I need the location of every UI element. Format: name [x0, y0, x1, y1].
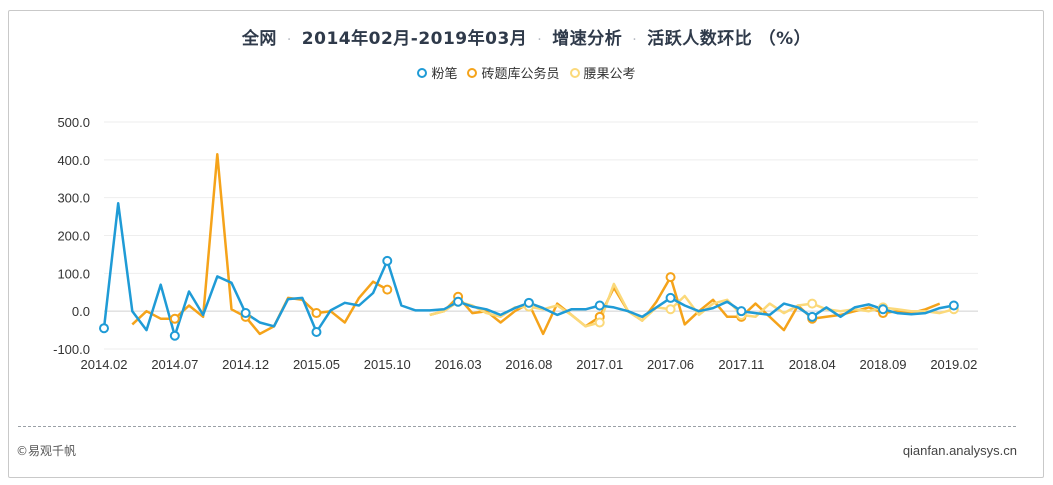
title-metric: 活跃人数环比 （%） [647, 29, 812, 49]
x-tick-label: 2017.11 [718, 357, 764, 372]
legend-item-fenbi[interactable]: 粉笔 [417, 63, 457, 82]
series-line-2 [429, 282, 955, 328]
legend-label-fenbi: 粉笔 [431, 67, 458, 82]
series-point-0 [523, 297, 534, 308]
chart-title: 全网 · 2014年02月-2019年03月 · 增速分析 · 活跃人数环比 （%） [0, 24, 1053, 49]
legend-swatch-yaoguo [569, 67, 580, 78]
title-date-range: 2014年02月-2019年03月 [301, 29, 528, 49]
x-tick-label: 2015.10 [364, 357, 411, 372]
x-tick-label: 2015.05 [293, 357, 340, 372]
series-point-0 [878, 304, 889, 315]
title-analysis: 增速分析 [552, 29, 623, 49]
title-separator: · [632, 32, 638, 48]
footer-brand: ©易观千帆 [16, 444, 77, 458]
x-tick-label: 2014.07 [151, 357, 198, 372]
legend-label-zhuantiku: 砖题库公务员 [481, 67, 560, 82]
title-separator: · [537, 32, 543, 48]
chart-card [8, 10, 1044, 478]
y-tick-label: 300.0 [57, 191, 90, 206]
series-point-0 [382, 255, 393, 266]
series-point-1 [311, 308, 322, 319]
y-tick-label: 100.0 [57, 266, 90, 281]
legend-label-yaoguo: 腰果公考 [583, 67, 636, 82]
footer-url: qianfan.analysys.cn [902, 443, 1017, 458]
legend-item-zhuantiku[interactable]: 砖题库公务员 [467, 63, 560, 82]
footer-divider [18, 426, 1016, 427]
series-point-0 [240, 308, 251, 319]
series-point-0 [453, 296, 464, 307]
chart-legend: 粉笔 砖题库公务员 腰果公考 [0, 63, 1053, 82]
series-point-2 [665, 304, 676, 315]
x-tick-label: 2014.02 [81, 357, 128, 372]
y-tick-label: 200.0 [57, 229, 90, 244]
x-tick-label: 2016.08 [505, 357, 552, 372]
x-tick-label: 2019.02 [930, 357, 977, 372]
y-tick-label: -100.0 [53, 342, 90, 357]
legend-swatch-zhuantiku [467, 67, 478, 78]
series-point-0 [665, 292, 676, 303]
series-point-0 [948, 300, 959, 311]
series-point-0 [99, 323, 109, 334]
series-point-0 [311, 326, 322, 337]
y-tick-label: 0.0 [72, 304, 90, 319]
series-point-0 [594, 300, 605, 311]
x-tick-label: 2016.03 [435, 357, 482, 372]
series-point-1 [665, 272, 676, 283]
series-point-1 [169, 313, 180, 324]
series-point-2 [807, 298, 818, 309]
x-tick-label: 2017.06 [647, 357, 694, 372]
x-tick-label: 2017.01 [576, 357, 623, 372]
series-point-0 [169, 330, 180, 341]
title-separator: · [286, 32, 292, 48]
legend-item-yaoguo[interactable]: 腰果公考 [569, 63, 636, 82]
x-tick-label: 2018.09 [860, 357, 907, 372]
x-tick-label: 2014.12 [222, 357, 269, 372]
legend-swatch-fenbi [417, 67, 428, 78]
series-point-2 [594, 317, 605, 328]
series-point-1 [382, 284, 393, 295]
y-tick-label: 400.0 [57, 153, 90, 168]
series-point-0 [807, 311, 818, 322]
series-point-0 [736, 306, 747, 317]
x-tick-label: 2018.04 [789, 357, 836, 372]
title-scope: 全网 [241, 29, 277, 49]
y-tick-label: 500.0 [57, 115, 90, 130]
